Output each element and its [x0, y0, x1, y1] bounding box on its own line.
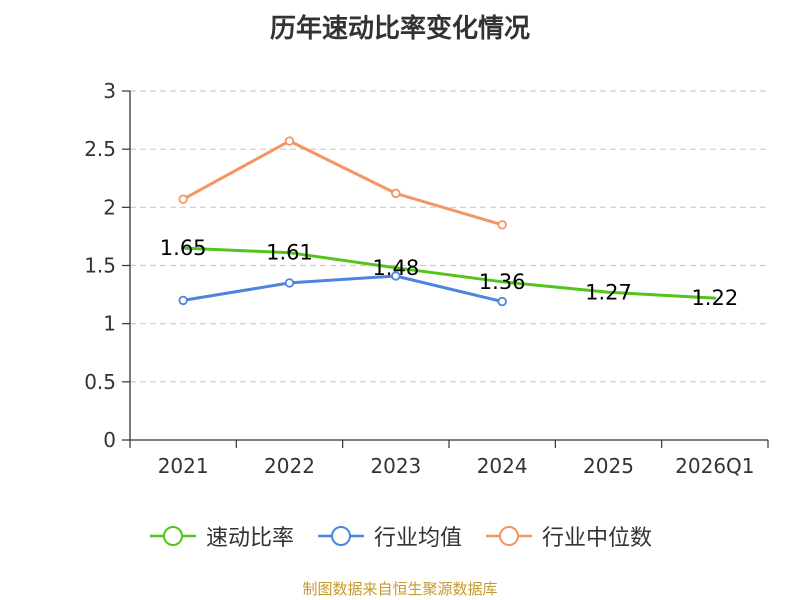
legend-item[interactable]: 行业中位数: [484, 520, 652, 552]
x-tick-label: 2026Q1: [675, 454, 754, 478]
x-tick-label: 2023: [370, 454, 421, 478]
legend-marker-icon: [486, 526, 532, 546]
legend-label: 行业中位数: [542, 526, 653, 551]
legend-circle: [499, 526, 519, 546]
data-point: [391, 271, 401, 281]
grid-lines: [130, 90, 768, 383]
data-labels: 1.65 1.61 1.48 1.36 1.27 1.22: [160, 236, 738, 310]
data-point: [497, 296, 507, 307]
data-point: [178, 194, 188, 204]
y-tick-label: 1: [103, 312, 116, 336]
legend-marker-icon: [149, 526, 196, 546]
data-label: 1.61: [266, 241, 313, 265]
x-tick-label: 2025: [583, 454, 634, 478]
series-line-2: [181, 139, 504, 227]
x-tick-label: 2024: [477, 454, 528, 478]
data-point: [497, 220, 507, 230]
legend-label: 速动比率: [205, 526, 294, 551]
data-label: 1.27: [585, 280, 632, 304]
y-tick-label: 2.5: [84, 137, 116, 161]
data-point: [178, 295, 188, 306]
y-tick-label: 2: [103, 195, 116, 219]
y-tick-label: 0: [103, 428, 116, 452]
series-line-0: [181, 246, 717, 300]
data-source-note: 制图数据来自恒生聚源数据库: [302, 580, 498, 598]
legend-label: 行业均值: [373, 526, 462, 551]
y-tick-label: 1.5: [84, 254, 116, 278]
series-lines: [178, 136, 717, 307]
x-tick-label: 2021: [158, 454, 209, 478]
legend-item[interactable]: 行业均值: [316, 520, 462, 552]
data-label: 1.65: [160, 236, 207, 260]
data-point: [284, 136, 295, 146]
data-label: 1.22: [691, 286, 738, 310]
data-label: 1.48: [372, 256, 419, 280]
series-line-1: [181, 274, 504, 304]
data-label: 1.36: [479, 270, 526, 294]
y-tick-label: 3: [103, 79, 116, 103]
x-tick-label: 2022: [264, 454, 315, 478]
y-tick-label: 0.5: [84, 370, 116, 394]
axes: 0 0.5 1 1.5 2 2.5 3 2021 2022 2023 2024 2025 2026Q1: [84, 79, 769, 478]
legend: 速动比率 行业均值 行业中位数: [0, 520, 800, 552]
legend-circle: [162, 526, 183, 546]
legend-circle: [330, 526, 351, 546]
chart-title: 历年速动比率变化情况: [269, 14, 530, 44]
legend-item[interactable]: 速动比率: [148, 520, 294, 552]
data-point: [284, 278, 295, 288]
data-point: [391, 188, 401, 199]
legend-marker-icon: [317, 526, 364, 546]
